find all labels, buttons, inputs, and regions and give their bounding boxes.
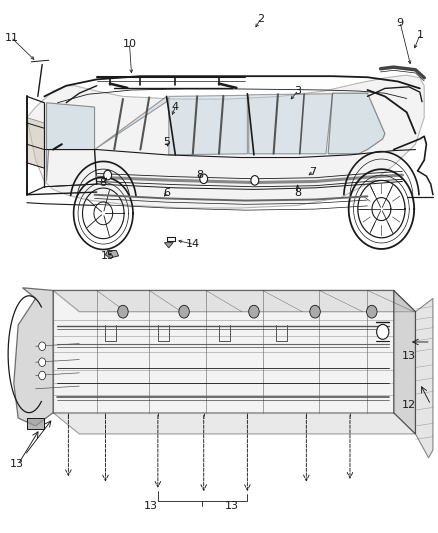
Polygon shape: [328, 93, 385, 154]
Polygon shape: [106, 251, 119, 258]
Text: 3: 3: [294, 86, 301, 96]
Polygon shape: [249, 94, 332, 154]
Polygon shape: [14, 288, 53, 426]
Text: 15: 15: [101, 251, 115, 261]
Text: 8: 8: [196, 170, 203, 180]
Circle shape: [39, 342, 46, 351]
Circle shape: [377, 325, 389, 340]
Polygon shape: [27, 418, 44, 429]
Text: 13: 13: [145, 500, 158, 511]
Circle shape: [179, 305, 189, 318]
Text: 13: 13: [402, 351, 416, 361]
Text: 9: 9: [397, 18, 404, 28]
Text: 11: 11: [5, 33, 18, 43]
Text: 8: 8: [100, 177, 107, 188]
Circle shape: [118, 305, 128, 318]
Circle shape: [249, 305, 259, 318]
Text: 13: 13: [225, 500, 239, 511]
Circle shape: [200, 174, 208, 183]
Polygon shape: [416, 298, 433, 458]
Circle shape: [39, 358, 46, 367]
Polygon shape: [53, 413, 416, 434]
Polygon shape: [164, 243, 173, 248]
Text: 6: 6: [163, 188, 170, 198]
Circle shape: [367, 305, 377, 318]
Text: 10: 10: [123, 39, 137, 49]
Circle shape: [251, 175, 259, 185]
Polygon shape: [27, 75, 424, 208]
Text: 14: 14: [186, 239, 200, 249]
Polygon shape: [27, 118, 44, 168]
Text: 4: 4: [172, 102, 179, 112]
Circle shape: [39, 371, 46, 379]
Text: 5: 5: [163, 136, 170, 147]
Polygon shape: [53, 290, 416, 312]
Text: 1: 1: [417, 30, 424, 41]
Polygon shape: [394, 290, 416, 434]
Text: 13: 13: [10, 459, 24, 469]
Text: 12: 12: [402, 400, 416, 410]
Circle shape: [310, 305, 320, 318]
Circle shape: [104, 170, 112, 180]
Polygon shape: [53, 290, 394, 413]
Polygon shape: [169, 95, 247, 155]
Text: 7: 7: [309, 167, 316, 177]
Polygon shape: [95, 96, 166, 150]
Text: 2: 2: [257, 14, 264, 25]
Text: 8: 8: [294, 188, 301, 198]
Polygon shape: [46, 103, 95, 181]
